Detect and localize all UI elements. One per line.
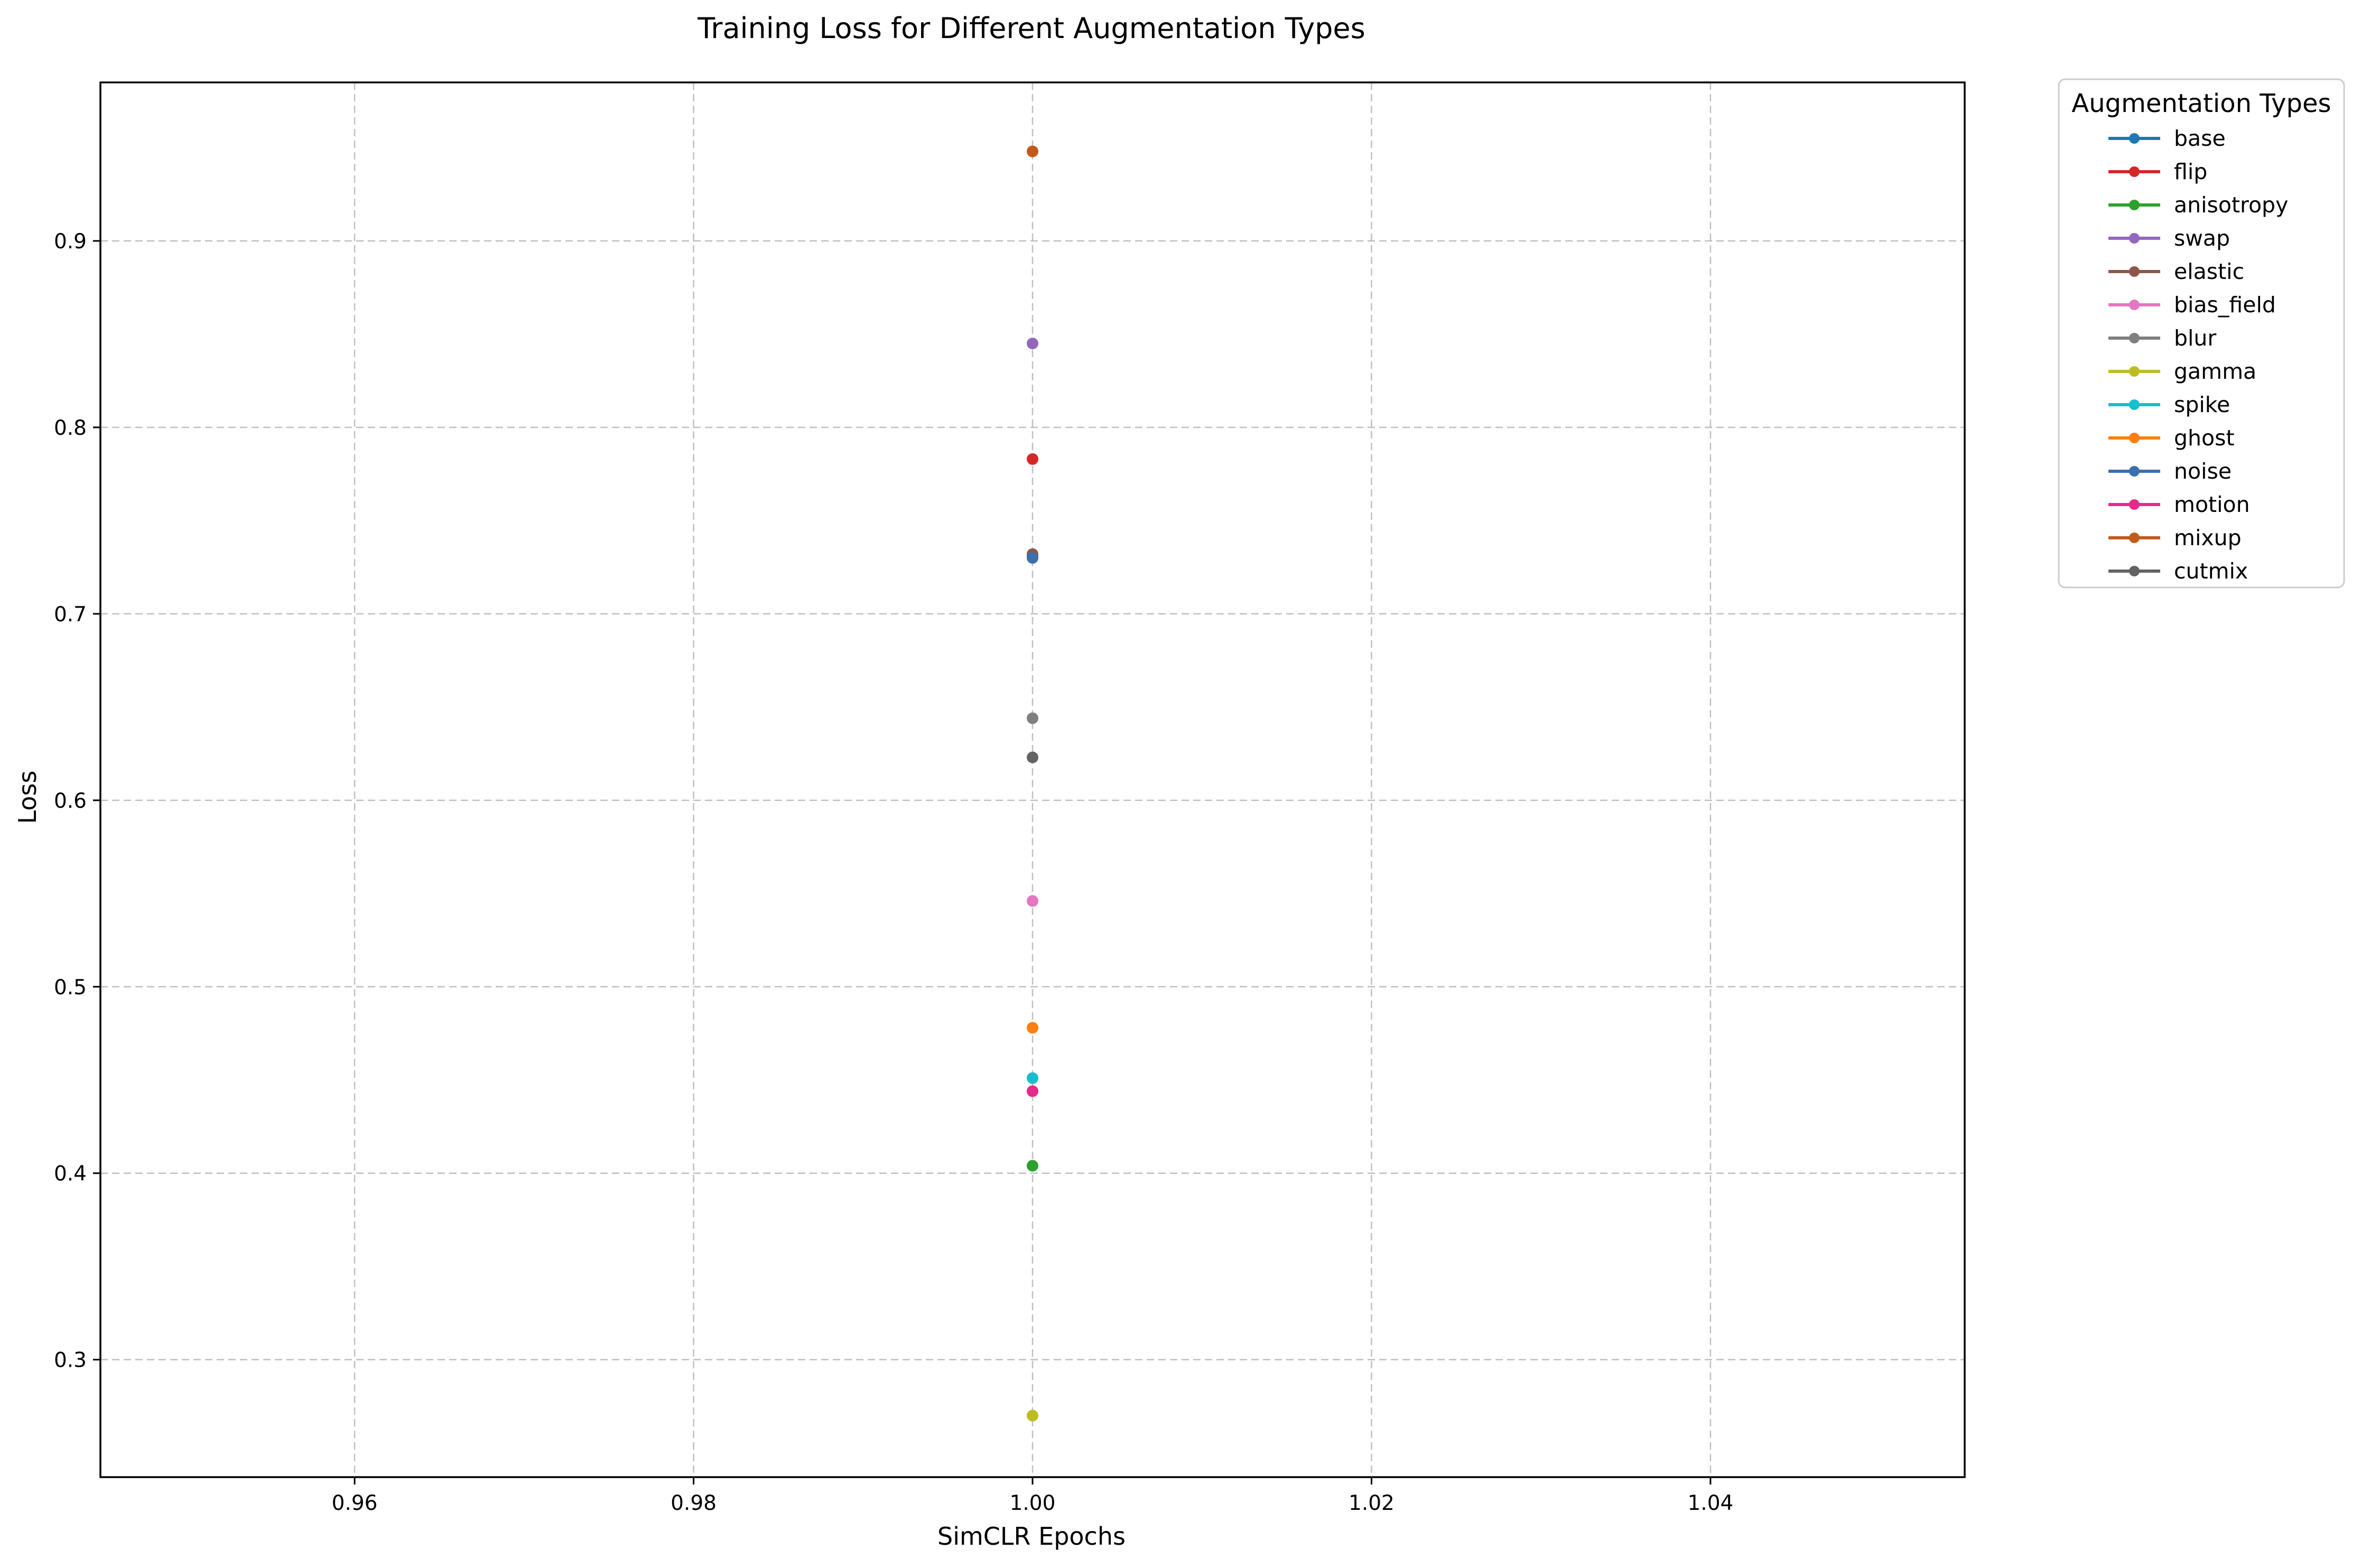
- legend-marker: [2129, 200, 2140, 210]
- legend-item-gamma: gamma: [2108, 359, 2256, 384]
- legend-marker: [2129, 366, 2140, 377]
- legend-item-cutmix: cutmix: [2108, 558, 2248, 584]
- legend-label: mixup: [2174, 525, 2242, 550]
- y-tick-label: 0.5: [54, 976, 87, 1000]
- y-tick-label: 0.6: [54, 789, 87, 813]
- legend-label: bias_field: [2174, 292, 2276, 318]
- grid-lines: [100, 82, 1965, 1477]
- data-points: [1027, 145, 1038, 1422]
- x-axis-label: SimCLR Epochs: [937, 1522, 1126, 1551]
- y-tick-label: 0.9: [54, 230, 87, 254]
- legend-item-blur: blur: [2108, 325, 2216, 351]
- legend-label: motion: [2174, 492, 2250, 517]
- legend-label: spike: [2174, 392, 2230, 417]
- legend-marker: [2129, 166, 2140, 177]
- legend-marker: [2129, 533, 2140, 543]
- legend-item-noise: noise: [2108, 459, 2232, 484]
- x-tick-label: 1.04: [1687, 1491, 1733, 1515]
- legend-item-spike: spike: [2108, 392, 2230, 417]
- data-point-flip: [1027, 453, 1038, 465]
- legend-label: anisotropy: [2174, 192, 2288, 218]
- legend-marker: [2129, 133, 2140, 144]
- legend-label: elastic: [2174, 259, 2244, 284]
- legend-marker: [2129, 300, 2140, 310]
- legend-marker: [2129, 566, 2140, 576]
- legend-item-motion: motion: [2108, 492, 2250, 517]
- legend: Augmentation Types base flip anisotropy swa…: [2058, 78, 2345, 589]
- legend-title: Augmentation Types: [2071, 89, 2331, 118]
- data-point-blur: [1027, 712, 1038, 724]
- data-point-mixup: [1027, 145, 1038, 157]
- x-tick-label: 1.00: [1010, 1491, 1056, 1515]
- legend-marker: [2129, 399, 2140, 410]
- legend-item-ghost: ghost: [2108, 425, 2235, 451]
- data-point-cutmix: [1027, 751, 1038, 763]
- legend-label: ghost: [2174, 425, 2235, 451]
- y-tick-label: 0.4: [54, 1162, 87, 1186]
- data-point-anisotropy: [1027, 1160, 1038, 1172]
- y-tick-label: 0.3: [54, 1349, 87, 1373]
- legend-label: noise: [2174, 459, 2232, 484]
- legend-item-elastic: elastic: [2108, 259, 2244, 284]
- legend-marker: [2129, 499, 2140, 510]
- data-point-gamma: [1027, 1410, 1038, 1422]
- legend-marker: [2129, 233, 2140, 244]
- legend-marker: [2129, 466, 2140, 477]
- legend-items: base flip anisotropy swap elastic bias_fieldb…: [2108, 126, 2288, 584]
- x-tick-label: 0.96: [332, 1491, 378, 1515]
- legend-item-flip: flip: [2108, 159, 2207, 184]
- tick-marks: 0.96 0.98 1.00 1.02 1.04 0.3 0.4 0.5 0.6 0.7 0.8 0.…: [54, 230, 1733, 1515]
- legend-label: blur: [2174, 325, 2216, 351]
- legend-item-swap: swap: [2108, 226, 2230, 251]
- data-point-bias_field: [1027, 895, 1038, 907]
- legend-marker: [2129, 333, 2140, 343]
- data-point-swap: [1027, 338, 1038, 350]
- legend-label: swap: [2174, 226, 2230, 251]
- data-point-motion: [1027, 1085, 1038, 1097]
- chart-title: Training Loss for Different Augmentation…: [697, 12, 1365, 45]
- legend-marker: [2129, 266, 2140, 277]
- data-point-noise: [1027, 552, 1038, 564]
- legend-item-anisotropy: anisotropy: [2108, 192, 2288, 218]
- legend-marker: [2129, 433, 2140, 443]
- legend-label: gamma: [2174, 359, 2256, 384]
- y-tick-label: 0.7: [54, 603, 87, 627]
- legend-item-mixup: mixup: [2108, 525, 2242, 550]
- legend-label: base: [2174, 126, 2226, 151]
- legend-item-bias_field: bias_field: [2108, 292, 2276, 318]
- y-axis-label: Loss: [13, 771, 42, 824]
- legend-item-base: base: [2108, 126, 2226, 151]
- data-point-spike: [1027, 1072, 1038, 1084]
- x-tick-label: 1.02: [1349, 1491, 1395, 1515]
- legend-label: cutmix: [2174, 558, 2248, 584]
- legend-label: flip: [2174, 159, 2207, 184]
- x-tick-label: 0.98: [671, 1491, 717, 1515]
- y-tick-label: 0.8: [54, 416, 87, 440]
- data-point-ghost: [1027, 1022, 1038, 1034]
